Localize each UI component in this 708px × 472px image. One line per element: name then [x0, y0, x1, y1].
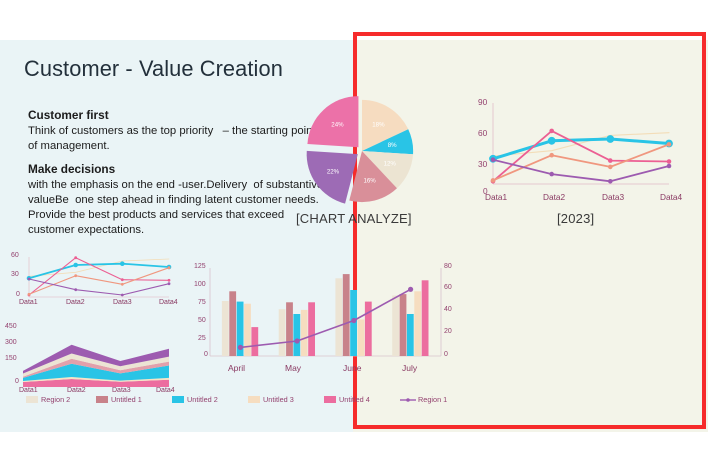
svg-text:8%: 8% [388, 142, 397, 149]
svg-text:18%: 18% [372, 122, 385, 129]
svg-text:12%: 12% [384, 161, 397, 168]
svg-text:24%: 24% [331, 121, 344, 128]
svg-text:22%: 22% [327, 169, 340, 176]
svg-text:16%: 16% [363, 177, 376, 184]
